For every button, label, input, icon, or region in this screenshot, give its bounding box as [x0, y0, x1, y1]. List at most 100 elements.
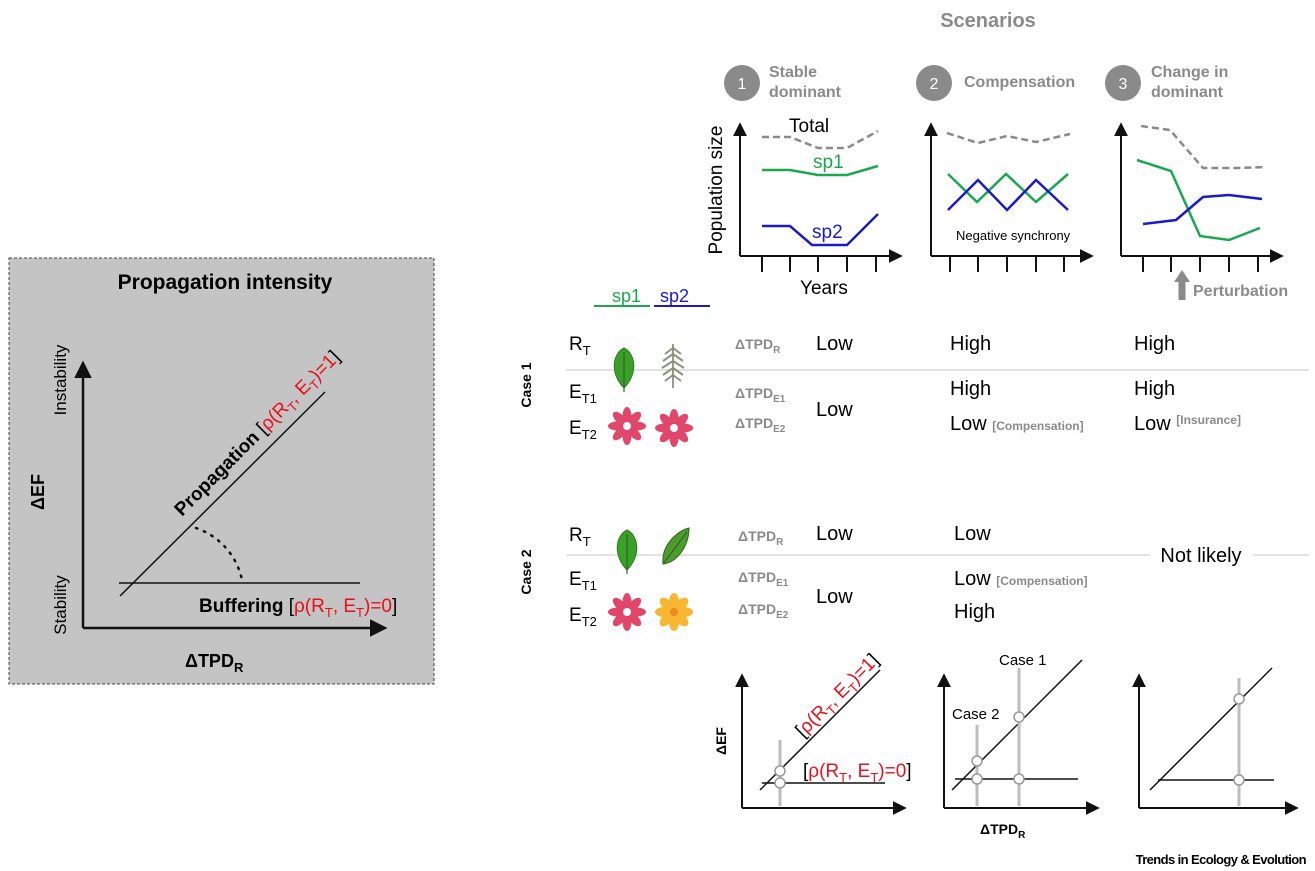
- scenario-title-line1: Compensation: [964, 74, 1075, 91]
- propagation-line: [951, 659, 1083, 791]
- leaf-sp1-icon: [616, 529, 638, 575]
- leaf-sp2-icon: [662, 527, 690, 565]
- leaf-sp1-icon: [613, 347, 635, 393]
- s3-e1-value: High: [1134, 378, 1175, 400]
- sp1-label: sp1: [813, 152, 844, 173]
- sp2-line: [947, 178, 1069, 212]
- bottom-plot-2: Case 1 Case 2 ΔTPDR: [937, 652, 1100, 841]
- propagation-line: [1149, 667, 1273, 791]
- scenario-number: 3: [1119, 76, 1128, 93]
- s2-r-value: High: [950, 333, 991, 355]
- angle-arc: [194, 526, 244, 582]
- sp1-line: [947, 172, 1069, 204]
- scenario-number-circle: [724, 65, 760, 101]
- case-label: Case 1: [518, 362, 534, 407]
- s1-r-value: Low: [816, 333, 853, 355]
- bottom-plot-1: ΔEF [ρ(RT, ET)=1] [ρ(RT, ET)=0]: [713, 650, 912, 815]
- flower-sp2-icon: [655, 409, 693, 447]
- y-top-label: Instability: [51, 344, 70, 415]
- s2-e2-value: Low [Compensation]: [950, 413, 1084, 435]
- s1-e-value: Low: [816, 399, 853, 421]
- sp2-line: [1142, 193, 1263, 226]
- et1-label: ET1: [569, 569, 597, 593]
- y-bottom-label: Stability: [51, 575, 70, 635]
- x-ticks: [1142, 256, 1259, 272]
- s2-r-value: Low: [954, 523, 991, 545]
- sp1-line: [762, 164, 879, 177]
- fern-sp2-icon: [661, 343, 685, 389]
- scenario-title-line1: Stable: [769, 64, 817, 81]
- marker-circle: [1233, 693, 1245, 705]
- scenario-1-header: 1 Stable dominant: [724, 64, 842, 101]
- tpd-e2-label: ΔTPDE2: [735, 415, 786, 435]
- rt-label: RT: [569, 525, 591, 549]
- s1-r-value: Low: [816, 523, 853, 545]
- scenario-1-chart: Total sp1 sp2 Population size Years: [706, 116, 903, 299]
- y-axis-label: ΔEF: [28, 474, 48, 510]
- scenario-number: 2: [930, 76, 939, 93]
- x-axis-label: ΔTPDR: [980, 821, 1026, 841]
- buffering-rho-label: [ρ(RT, ET)=0]: [803, 761, 912, 785]
- x-axis-label: Years: [800, 278, 848, 299]
- panel-title: Propagation intensity: [118, 271, 333, 294]
- s2-e1-value: High: [950, 378, 991, 400]
- journal-credit: Trends in Ecology & Evolution: [1136, 852, 1307, 867]
- s2-e2-value: High: [954, 601, 995, 623]
- scenario-number: 1: [738, 76, 747, 93]
- perturbation-arrow-icon: [1174, 270, 1190, 282]
- rt-label: RT: [569, 334, 591, 358]
- bottom-plot-3: [1132, 667, 1299, 815]
- tpd-e2-label: ΔTPDE2: [738, 601, 789, 621]
- propagation-rho-label: [ρ(RT, ET)=1]: [792, 650, 886, 744]
- tpd-e1-label: ΔTPDE1: [738, 569, 789, 589]
- legend-sp1-label: sp1: [612, 286, 641, 306]
- marker-circle: [1013, 711, 1025, 723]
- negative-synchrony-label: Negative synchrony: [956, 228, 1071, 243]
- marker-circle: [774, 777, 786, 789]
- case-label: Case 2: [518, 549, 534, 594]
- x-ticks: [761, 256, 877, 272]
- x-ticks: [949, 256, 1065, 272]
- tpd-e1-label: ΔTPDE1: [735, 385, 786, 405]
- scenarios-header: Scenarios: [940, 10, 1036, 32]
- flower-sp1-icon: [608, 407, 646, 445]
- sp2-label: sp2: [812, 222, 843, 243]
- scenario-number-circle: [1105, 65, 1141, 101]
- marker-circle: [971, 755, 983, 767]
- propagation-panel: Propagation intensity Instability Stabil…: [8, 257, 435, 685]
- total-label: Total: [789, 116, 829, 137]
- case-2-section: Case 2 RT ET1 ET2 ΔTPDR ΔTPDE1 ΔTPDE2 Lo…: [518, 523, 1309, 631]
- flower-sp2-icon: [655, 593, 693, 631]
- y-axis-label: ΔEF: [713, 727, 729, 755]
- perturbation-label: Perturbation: [1193, 283, 1288, 300]
- buffering-label: Buffering [ρ(RT, ET)=0]: [199, 596, 397, 620]
- species-legend: sp1 sp2: [594, 286, 710, 307]
- s3-r-value: High: [1134, 333, 1175, 355]
- sp1-line: [1136, 158, 1261, 242]
- scenario-2-header: 2 Compensation: [916, 65, 1075, 101]
- et1-label: ET1: [569, 382, 597, 406]
- y-axis-label: Population size: [706, 126, 727, 255]
- tpd-r-label: ΔTPDR: [738, 528, 784, 548]
- scenario-2-chart: Negative synchrony: [924, 122, 1094, 272]
- panel-background: [8, 257, 435, 685]
- x-axis-label: ΔTPDR: [185, 651, 244, 675]
- sp2-line: [762, 213, 879, 247]
- et2-label: ET2: [569, 418, 597, 442]
- scenario-title-line1: Change in: [1151, 64, 1228, 81]
- marker-circle: [1013, 773, 1025, 785]
- case2-label: Case 2: [952, 706, 1000, 723]
- legend-sp2-label: sp2: [660, 286, 689, 306]
- scenario-3-header: 3 Change in dominant: [1105, 64, 1228, 101]
- et2-label: ET2: [569, 605, 597, 629]
- total-line: [1140, 124, 1266, 170]
- s3-e2-value: Low [Insurance]: [1134, 413, 1241, 435]
- propagation-line: [119, 391, 326, 597]
- scenario-title-line2: dominant: [1151, 84, 1224, 101]
- s3-not-likely: Not likely: [1160, 545, 1241, 567]
- marker-circle: [774, 765, 786, 777]
- tpd-r-label: ΔTPDR: [735, 336, 781, 356]
- s1-e-value: Low: [816, 586, 853, 608]
- scenario-number-circle: [916, 65, 952, 101]
